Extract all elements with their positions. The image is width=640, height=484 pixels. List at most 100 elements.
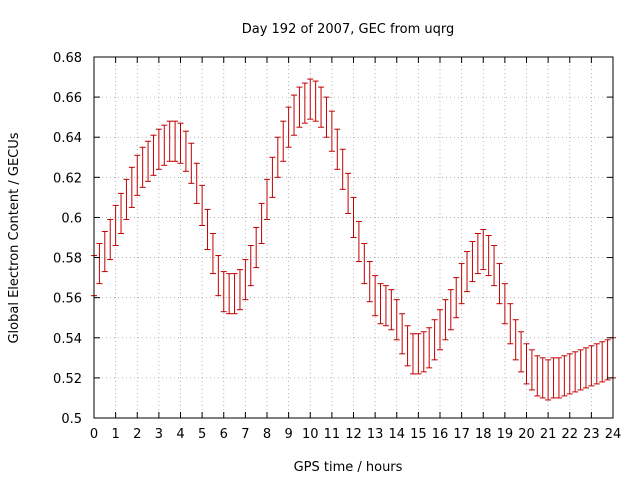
tick-labels: 0 1 2 3 4 5 6 7 8 9 10 11 12 13 14 15 16 17 18 19 20 21 22 23 24… [53,51,621,442]
error-bar-point [491,245,498,287]
error-bar-point [128,166,135,208]
error-bar-point [236,269,243,311]
error-bar-point [539,357,546,399]
y-tick-label: 0.5 [61,412,82,427]
error-bar-point [474,232,481,275]
error-bar-point [593,343,600,385]
error-bar-point [161,124,168,166]
y-tick-label: 0.52 [53,372,82,387]
x-tick-label: 11 [324,427,341,442]
error-bar-point [226,273,233,315]
error-bar-point [328,110,335,152]
error-bar-point [458,263,465,305]
error-bar-point [134,154,141,196]
error-bar-point [301,82,308,124]
error-bar-point [361,243,368,285]
x-tick-label: 17 [453,427,470,442]
error-bar-point [204,208,211,251]
x-tick-label: 12 [345,427,362,442]
x-tick-label: 4 [176,427,184,442]
error-bar-point [182,130,189,172]
error-bar-point [307,78,314,120]
y-tick-label: 0.66 [53,91,82,106]
error-bar-point [242,259,249,301]
error-bar-point [469,241,476,283]
x-tick-label: 8 [263,427,271,442]
error-bar-point [518,331,525,373]
error-bar-point [166,120,173,162]
error-bar-point [550,357,557,399]
error-bar-point [561,355,568,397]
error-bar-point [501,283,508,325]
y-tick-label: 0.64 [53,131,82,146]
y-tick-label: 0.68 [53,51,82,66]
error-bar-point [339,148,346,190]
x-tick-label: 0 [90,427,98,442]
x-tick-label: 20 [518,427,535,442]
x-tick-label: 10 [302,427,319,442]
error-bar-point [291,94,298,136]
y-axis-label: Global Electron Content / GECUs [7,132,22,343]
error-bar-point [366,261,373,303]
y-tick-label: 0.58 [53,252,82,267]
y-tick-label: 0.62 [53,171,82,186]
error-bar-point [604,339,611,381]
y-tick-label: 0.54 [53,332,82,347]
error-bar-point [155,128,162,170]
x-tick-label: 3 [155,427,163,442]
error-bar-point [188,142,195,184]
error-bar-point [447,289,454,331]
x-tick-label: 7 [241,427,249,442]
x-tick-label: 5 [198,427,206,442]
x-tick-label: 16 [432,427,449,442]
error-bar-point [323,96,330,138]
x-tick-label: 13 [367,427,384,442]
error-bar-point [555,357,562,399]
error-bar-point [231,273,238,315]
y-tick-label: 0.56 [53,292,82,307]
error-bar-point [172,120,179,162]
error-bar-point [393,299,400,341]
x-tick-label: 21 [540,427,557,442]
error-bar-point [345,172,352,214]
x-tick-label: 6 [220,427,228,442]
error-bar-point [577,349,584,391]
error-bar-point [112,204,119,247]
error-bar-point [318,86,325,128]
error-bar-point [528,349,535,391]
axis-ticks [93,56,614,419]
error-bar-point [199,184,206,226]
error-bar-point [399,313,406,355]
error-bars [91,78,616,401]
error-bar-point [588,345,595,387]
error-bar-point [599,341,606,383]
error-bar-point [496,263,503,305]
error-bar-point [426,327,433,369]
x-tick-label: 19 [497,427,514,442]
error-bar-point [177,122,184,164]
error-bar-point [420,331,427,373]
error-bar-point [372,275,379,317]
x-tick-label: 18 [475,427,492,442]
error-bar-point [415,333,422,375]
error-bar-point [274,136,281,178]
error-bar-point [285,106,292,148]
error-bar-point [388,289,395,331]
error-bar-point [507,303,514,345]
error-bar-point [437,309,443,351]
error-bar-point [312,80,319,122]
error-bar-point [96,243,103,285]
error-bar-point [264,178,270,220]
error-bar-point [485,234,492,277]
error-bar-point [215,255,222,297]
error-bar-point [404,325,411,367]
error-bar-point [280,120,287,162]
error-bar-point [296,86,303,128]
error-bar-point [123,178,130,220]
error-bar-point [269,156,276,198]
error-bar-point [409,333,416,375]
error-bar-point [334,128,341,170]
x-tick-label: 14 [388,427,405,442]
